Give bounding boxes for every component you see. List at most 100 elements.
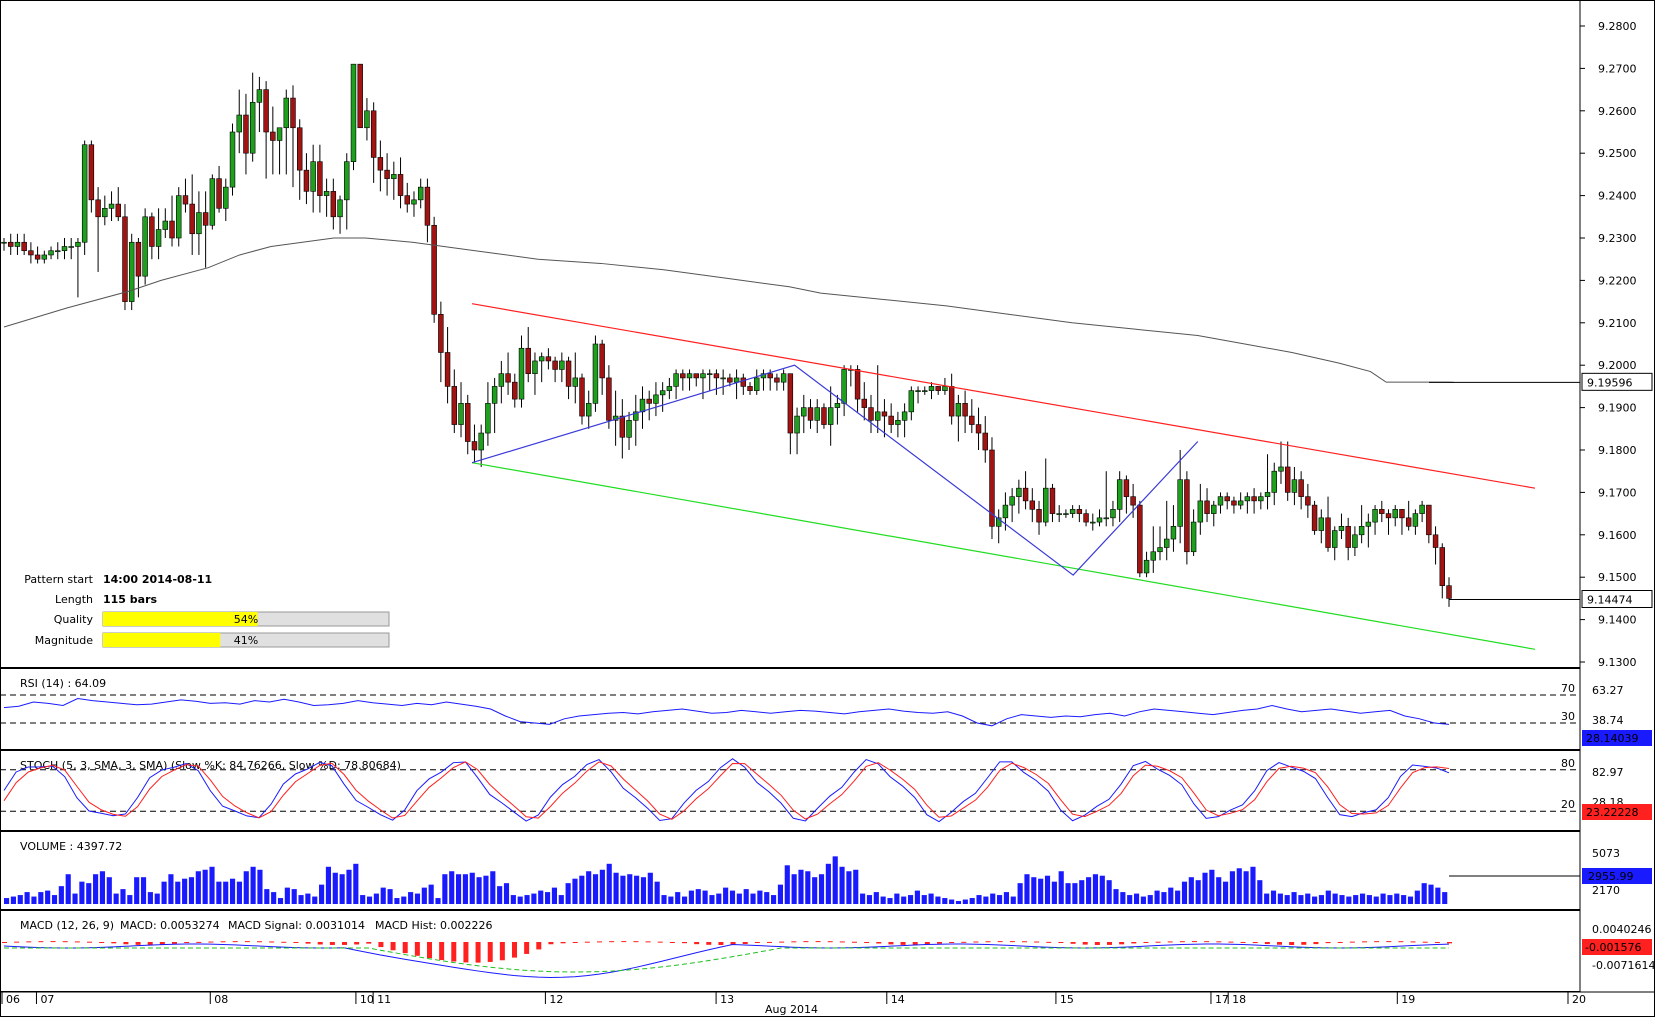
stoch-title: STOCH (5, 3, SMA, 3, SMA) (Slow %K: 84.7… [20, 759, 401, 772]
volume-bar [387, 889, 393, 904]
macd-hist-bar [657, 941, 663, 943]
candle-body [149, 216, 155, 247]
volume-bar [1346, 896, 1352, 904]
candle-body [1002, 504, 1009, 519]
volume-bar [1264, 893, 1270, 904]
candle-body [176, 195, 182, 239]
macd-hist-bar [609, 941, 615, 943]
volume-bar [455, 874, 462, 904]
volume-bar [1223, 881, 1229, 904]
macd-hist-bar [1082, 942, 1088, 945]
candle-body [942, 386, 948, 391]
macd-hist-bar [912, 942, 918, 945]
macd-hist-bar [172, 942, 177, 944]
macd-title: MACD (12, 26, 9) [20, 919, 114, 932]
candle-body [297, 127, 303, 171]
candle-body [881, 411, 888, 417]
macd-hist-bar [1131, 942, 1137, 944]
macd-hist-bar [317, 942, 323, 945]
candle-body [975, 424, 982, 434]
volume-bar [490, 871, 496, 904]
volume-bar [1161, 892, 1167, 904]
volume-bar [17, 895, 23, 904]
volume-bar [65, 874, 71, 904]
macd-hist-bar [1447, 942, 1452, 944]
rsi-line [3, 697, 1450, 727]
candle-body [1069, 509, 1076, 514]
candle-body [75, 241, 81, 247]
macd-hist-bar [99, 942, 105, 943]
candle-body [1143, 559, 1150, 574]
candle-body [807, 407, 814, 421]
macd-hist-bar [1070, 942, 1076, 944]
time-tick-label: 19 [1401, 993, 1415, 1006]
macd-hist-bar [208, 941, 214, 943]
volume-bar [558, 895, 564, 904]
volume-bar [894, 893, 900, 904]
candle-body [525, 347, 531, 374]
candle-body [95, 199, 101, 218]
volume-bar [24, 892, 30, 904]
volume-bar [86, 883, 92, 904]
volume-bar [880, 896, 886, 904]
moving-average-line [3, 237, 1455, 383]
candle-body [733, 377, 740, 383]
volume-bar [729, 890, 736, 904]
volume-bar [45, 890, 51, 904]
macd-hist-bar [1155, 941, 1161, 943]
volume-bar [668, 896, 674, 904]
candle-body [377, 157, 384, 171]
volume-bar [127, 895, 133, 904]
candle-body [135, 241, 142, 277]
volume-bar [1312, 896, 1318, 904]
candle-body [1130, 496, 1136, 506]
candle-body [1103, 517, 1109, 520]
candle-body [249, 102, 256, 154]
volume-bar [1024, 874, 1030, 904]
volume-bar [325, 866, 332, 904]
price-tick-label: 9.1300 [1598, 656, 1637, 669]
candle-body [572, 377, 578, 387]
volume-bar [1270, 890, 1277, 904]
candle-body [14, 241, 21, 247]
macd-hist-bar [1277, 942, 1282, 945]
candle-body [8, 241, 14, 247]
candle-body [431, 224, 437, 315]
volume-bar [1147, 895, 1153, 904]
candle-body [209, 178, 216, 226]
volume-bar [997, 895, 1003, 904]
candle-body [875, 411, 881, 421]
current-price-label: 9.14474 [1587, 594, 1633, 607]
macd-hist-bar [1107, 942, 1112, 945]
time-tick-label: 13 [720, 993, 734, 1006]
candle-body [404, 195, 410, 205]
candle-body [290, 97, 296, 129]
volume-bar [771, 895, 777, 904]
volume-bar [1298, 895, 1304, 904]
volume-bar [1003, 892, 1009, 904]
candle-body [1184, 479, 1190, 553]
volume-bar [305, 893, 311, 904]
macd-current-label: -0.001576 [1585, 941, 1641, 954]
candle-body [411, 199, 417, 205]
macd-hist-bar [1216, 941, 1222, 943]
macd-hist-bar [1143, 942, 1149, 943]
macd-hist-bar [366, 942, 372, 944]
candle-body [1083, 513, 1089, 523]
candle-body [1110, 509, 1116, 519]
candle-body [1338, 526, 1345, 531]
volume-bar [1442, 892, 1448, 904]
candle-body [740, 377, 747, 387]
volume-title: VOLUME : 4397.72 [20, 840, 122, 853]
price-tick-label: 9.2000 [1598, 359, 1637, 372]
candle-body [727, 377, 733, 383]
macd-hist-bar [1119, 942, 1125, 945]
candle-body [969, 415, 975, 425]
price-tick-label: 9.1900 [1598, 402, 1637, 415]
macd-signal-line [4, 947, 1449, 973]
volume-bar [120, 889, 126, 904]
candle-body [646, 398, 652, 404]
macd-hist-bar [949, 942, 955, 943]
candle-body [962, 403, 968, 417]
